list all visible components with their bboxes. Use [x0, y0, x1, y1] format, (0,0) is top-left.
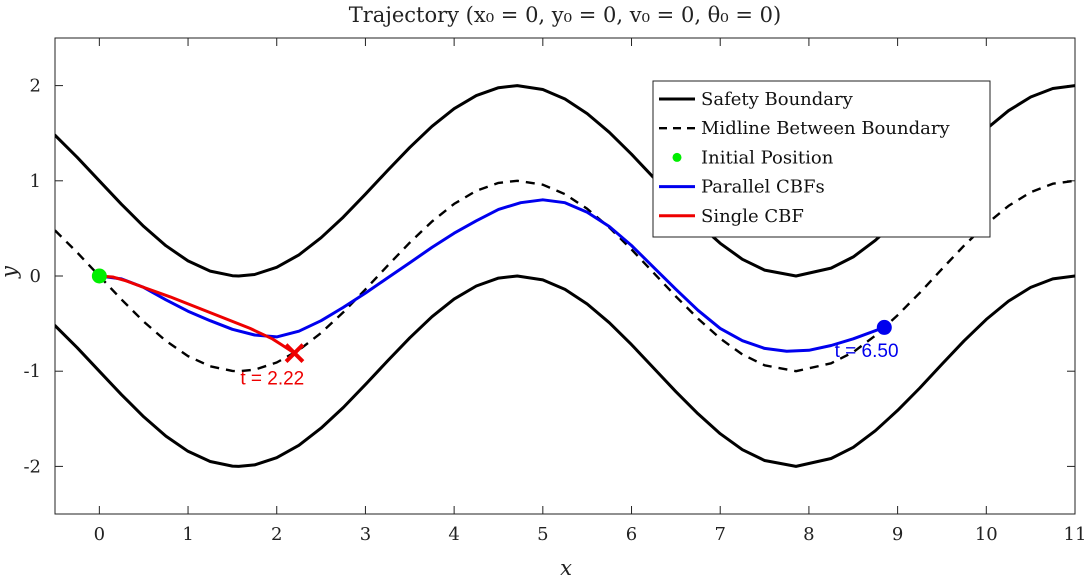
legend-item: Single CBF	[659, 206, 804, 227]
legend-label: Parallel CBFs	[701, 177, 825, 198]
legend: Safety Boundary Midline Between Boundary I…	[652, 80, 991, 238]
x-tick-label: 8	[803, 524, 814, 545]
x-tick-label: 9	[892, 524, 903, 545]
marker-single-cbf-end	[284, 343, 305, 363]
y-tick-label: 2	[30, 76, 41, 97]
plot-annotations: t = 2.22 t = 6.50	[240, 341, 898, 390]
legend-item: Safety Boundary	[659, 89, 854, 110]
x-tick-label: 7	[714, 524, 725, 545]
x-tick-label: 2	[271, 524, 282, 545]
marker-initial-position	[91, 268, 107, 284]
y-axis-title: y	[0, 265, 21, 279]
x-axis-title: x	[560, 556, 572, 578]
legend-label: Initial Position	[701, 147, 834, 168]
series-midline-between-boundary	[55, 179, 1075, 373]
legend-item: Parallel CBFs	[659, 177, 825, 198]
chart-title: Trajectory (x₀ = 0, y₀ = 0, v₀ = 0, θ₀ =…	[349, 3, 781, 27]
x-tick-label: 5	[537, 524, 548, 545]
x-tick-label: 11	[1064, 524, 1087, 545]
marker-parallel-cbfs-end	[876, 319, 892, 335]
legend-label: Safety Boundary	[701, 89, 854, 110]
y-tick-label: -2	[23, 456, 41, 477]
y-tick-label: -1	[23, 361, 41, 382]
x-tick-label: 6	[626, 524, 637, 545]
x-tick-label: 0	[94, 524, 105, 545]
annotation-label: t = 6.50	[835, 341, 899, 362]
legend-item: Initial Position	[672, 147, 834, 168]
y-tick-label: 1	[30, 171, 41, 192]
x-tick-label: 3	[360, 524, 371, 545]
annotation-label: t = 2.22	[240, 369, 304, 390]
plot-markers	[91, 268, 892, 363]
legend-item: Midline Between Boundary	[659, 118, 950, 139]
series-parallel-cbfs	[97, 198, 886, 353]
y-tick-label: 0	[30, 266, 41, 287]
series-single-cbf	[97, 274, 296, 355]
legend-label: Midline Between Boundary	[701, 118, 950, 139]
x-tick-label: 1	[182, 524, 193, 545]
x-tick-label: 10	[975, 524, 998, 545]
series-safety-boundary-lower	[55, 274, 1075, 468]
legend-label: Single CBF	[701, 206, 804, 227]
plot-axes: 0 1 2 3 4 5 6 7 8 9 10 11 -2 -1 0 1 2	[23, 37, 1087, 545]
legend-swatch	[672, 152, 682, 162]
legend-box	[652, 80, 991, 238]
x-tick-label: 4	[448, 524, 459, 545]
